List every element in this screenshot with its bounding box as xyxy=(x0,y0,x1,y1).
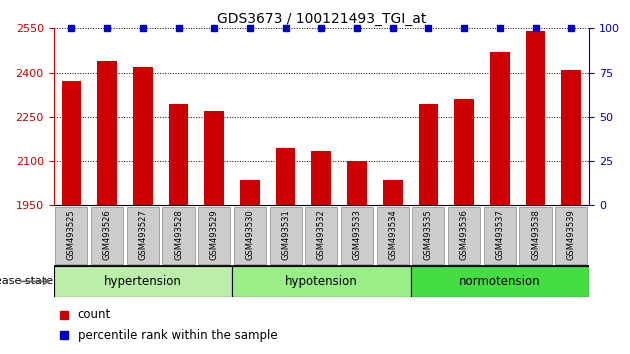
FancyBboxPatch shape xyxy=(232,266,411,297)
FancyBboxPatch shape xyxy=(520,206,552,264)
Text: hypotension: hypotension xyxy=(285,275,358,288)
Bar xyxy=(454,99,474,205)
Bar xyxy=(62,81,81,205)
FancyBboxPatch shape xyxy=(555,206,587,264)
FancyBboxPatch shape xyxy=(55,206,88,264)
FancyBboxPatch shape xyxy=(413,206,445,264)
Text: GSM493535: GSM493535 xyxy=(424,209,433,259)
Bar xyxy=(561,70,581,205)
Text: GSM493526: GSM493526 xyxy=(103,209,112,259)
FancyBboxPatch shape xyxy=(198,206,231,264)
Text: hypertension: hypertension xyxy=(104,275,181,288)
FancyBboxPatch shape xyxy=(306,206,338,264)
Bar xyxy=(240,180,260,205)
Text: GSM493528: GSM493528 xyxy=(174,209,183,259)
Text: count: count xyxy=(77,308,111,321)
Bar xyxy=(311,151,331,205)
FancyBboxPatch shape xyxy=(341,206,373,264)
Text: GSM493525: GSM493525 xyxy=(67,209,76,259)
Text: percentile rank within the sample: percentile rank within the sample xyxy=(77,329,277,342)
Bar xyxy=(490,52,510,205)
Text: GSM493531: GSM493531 xyxy=(281,209,290,259)
Text: GSM493537: GSM493537 xyxy=(495,209,504,259)
Bar xyxy=(204,111,224,205)
FancyBboxPatch shape xyxy=(411,266,589,297)
Text: GSM493527: GSM493527 xyxy=(139,209,147,259)
Bar xyxy=(347,161,367,205)
FancyBboxPatch shape xyxy=(377,206,409,264)
FancyBboxPatch shape xyxy=(448,206,480,264)
FancyBboxPatch shape xyxy=(484,206,516,264)
Text: normotension: normotension xyxy=(459,275,541,288)
FancyBboxPatch shape xyxy=(163,206,195,264)
Text: GSM493536: GSM493536 xyxy=(460,209,469,259)
Bar xyxy=(97,61,117,205)
FancyBboxPatch shape xyxy=(91,206,123,264)
Text: GSM493539: GSM493539 xyxy=(567,209,576,259)
Text: disease state: disease state xyxy=(0,276,54,286)
FancyBboxPatch shape xyxy=(234,206,266,264)
Bar xyxy=(418,103,438,205)
Text: GSM493532: GSM493532 xyxy=(317,209,326,259)
Bar xyxy=(169,103,188,205)
Text: GSM493530: GSM493530 xyxy=(246,209,255,259)
Text: GSM493538: GSM493538 xyxy=(531,209,540,259)
Bar xyxy=(276,148,295,205)
FancyBboxPatch shape xyxy=(270,206,302,264)
Title: GDS3673 / 100121493_TGI_at: GDS3673 / 100121493_TGI_at xyxy=(217,12,426,26)
Text: GSM493534: GSM493534 xyxy=(388,209,397,259)
Bar xyxy=(383,180,403,205)
Text: GSM493529: GSM493529 xyxy=(210,209,219,259)
Text: GSM493533: GSM493533 xyxy=(353,209,362,259)
FancyBboxPatch shape xyxy=(54,266,232,297)
Bar xyxy=(133,67,152,205)
FancyBboxPatch shape xyxy=(127,206,159,264)
Bar xyxy=(525,31,546,205)
